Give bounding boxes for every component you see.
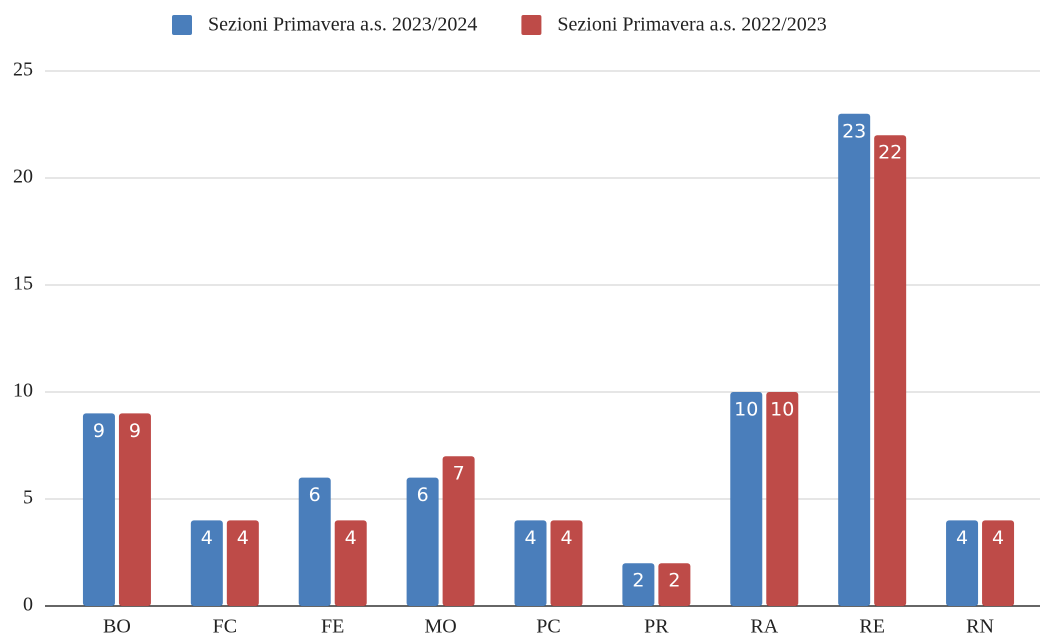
x-tick-label: FC — [213, 616, 237, 638]
value-label: 2 — [632, 570, 644, 592]
legend-swatch — [521, 15, 542, 35]
bar — [442, 456, 475, 606]
bar — [334, 520, 367, 606]
y-tick-label: 10 — [13, 380, 33, 402]
value-label: 9 — [93, 420, 105, 442]
value-label: 2 — [668, 570, 680, 592]
bar — [838, 113, 871, 607]
x-tick-label: PC — [536, 616, 560, 638]
bar — [226, 520, 259, 606]
y-tick-label: 25 — [13, 59, 33, 81]
x-tick-label: PR — [644, 616, 669, 638]
bar — [946, 520, 979, 606]
bar — [190, 520, 223, 606]
value-label: 4 — [237, 527, 249, 549]
value-label: 23 — [842, 120, 866, 142]
value-label: 10 — [770, 399, 794, 421]
bar — [514, 520, 547, 606]
value-label: 4 — [345, 527, 357, 549]
legend-swatch — [172, 15, 192, 35]
x-tick-label: RE — [859, 616, 885, 638]
bar — [622, 563, 655, 606]
bar — [658, 563, 691, 606]
value-label: 4 — [992, 527, 1004, 549]
value-label: 4 — [956, 527, 968, 549]
bar — [298, 477, 331, 606]
y-tick-label: 20 — [13, 166, 33, 188]
value-label: 4 — [524, 527, 536, 549]
value-label: 7 — [453, 463, 465, 485]
value-label: 10 — [734, 399, 758, 421]
value-label: 9 — [129, 420, 141, 442]
bar — [550, 520, 583, 606]
value-label: 22 — [878, 142, 902, 164]
bar — [982, 520, 1015, 606]
value-label: 6 — [309, 484, 321, 506]
bar — [874, 135, 907, 606]
x-tick-label: MO — [424, 616, 456, 638]
value-label: 4 — [560, 527, 572, 549]
y-tick-label: 15 — [13, 273, 33, 295]
legend-label: Sezioni Primavera a.s. 2022/2023 — [557, 14, 826, 36]
value-label: 4 — [201, 527, 213, 549]
y-tick-label: 5 — [23, 487, 33, 509]
legend-label: Sezioni Primavera a.s. 2023/2024 — [208, 14, 477, 36]
x-tick-label: RA — [750, 616, 778, 638]
bar — [118, 413, 151, 606]
y-tick-label: 0 — [23, 594, 33, 616]
x-tick-label: FE — [321, 616, 344, 638]
bar — [766, 392, 799, 606]
bar — [406, 477, 439, 606]
bar — [82, 413, 115, 606]
value-label: 6 — [417, 484, 429, 506]
x-tick-label: RN — [966, 616, 994, 638]
bar — [730, 392, 763, 606]
x-tick-label: BO — [103, 616, 131, 638]
